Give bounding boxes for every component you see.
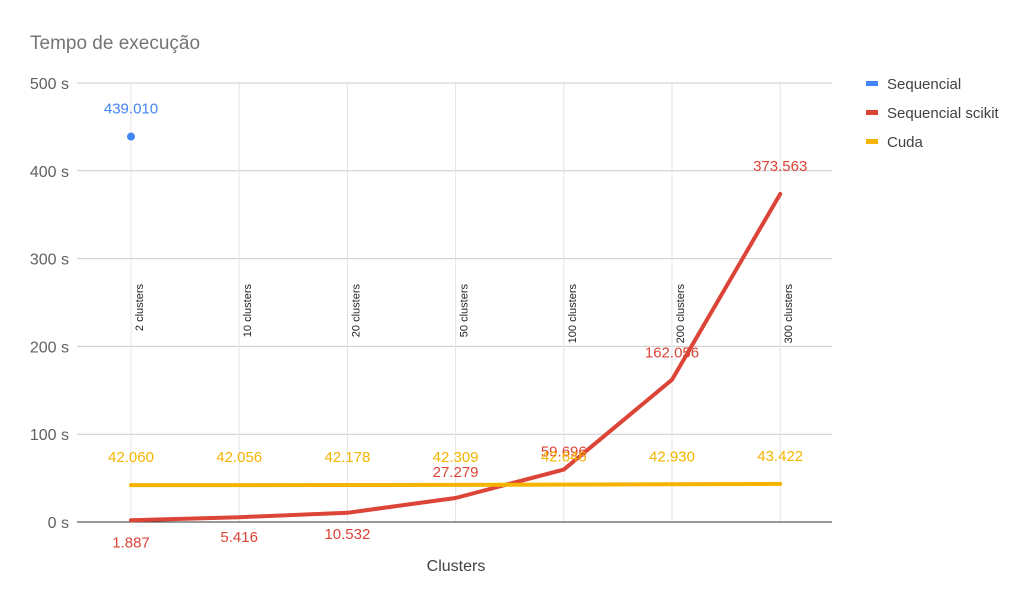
data-label-sequencial-scikit: 373.563 — [753, 158, 807, 175]
legend-swatch — [866, 139, 878, 144]
data-label-sequencial-scikit: 27.279 — [433, 464, 479, 481]
y-tick-label: 0 s — [48, 515, 69, 532]
grid — [77, 82, 832, 522]
y-tick-label: 100 s — [30, 427, 69, 444]
data-label-sequencial-scikit: 10.532 — [324, 526, 370, 543]
data-label-cuda: 42.646 — [541, 449, 587, 466]
data-label-sequencial-scikit: 162.056 — [645, 345, 699, 362]
data-label-cuda: 42.056 — [216, 449, 262, 466]
series — [127, 132, 783, 523]
y-axis-ticks: 0 s 100 s 200 s 300 s 400 s 500 s — [30, 76, 69, 532]
y-tick-label: 400 s — [30, 164, 69, 181]
x-category-label: 10 clusters — [242, 284, 254, 338]
data-label-cuda: 42.309 — [433, 449, 479, 466]
x-category-label: 200 clusters — [675, 284, 687, 344]
series-line-sequencial-scikit — [129, 192, 783, 523]
series-line-cuda — [129, 481, 783, 488]
legend-item-label[interactable]: Cuda — [887, 134, 924, 151]
legend[interactable]: Sequencial Sequencial scikit Cuda — [866, 76, 1000, 151]
data-labels: 439.010 1.887 5.416 10.532 27.279 59.696 162.0… — [104, 101, 807, 552]
data-label-sequencial-scikit: 59.696 — [541, 444, 587, 461]
y-tick-label: 500 s — [30, 76, 69, 93]
data-point-sequencial — [127, 132, 135, 141]
data-label-sequencial: 439.010 — [104, 101, 158, 118]
x-category-label: 50 clusters — [459, 284, 471, 338]
x-axis-label: Clusters — [427, 558, 486, 575]
data-label-cuda: 42.930 — [649, 448, 695, 465]
data-label-sequencial-scikit: 5.416 — [220, 529, 258, 546]
x-category-label: 100 clusters — [567, 284, 579, 344]
x-category-label: 300 clusters — [783, 284, 795, 344]
data-label-cuda: 42.060 — [108, 449, 154, 466]
x-category-label: 2 clusters — [134, 284, 146, 332]
legend-item-label[interactable]: Sequencial — [887, 76, 961, 93]
y-tick-label: 300 s — [30, 252, 69, 269]
x-axis-categories: 2 clusters 10 clusters 20 clusters 50 clust… — [134, 284, 795, 344]
chart-title: Tempo de execução — [30, 33, 200, 54]
legend-item-label[interactable]: Sequencial scikit — [887, 105, 1000, 122]
x-category-label: 20 clusters — [350, 284, 362, 338]
y-tick-label: 200 s — [30, 339, 69, 356]
data-label-cuda: 42.178 — [324, 449, 370, 466]
legend-swatch — [866, 110, 878, 115]
data-label-sequencial-scikit: 1.887 — [112, 534, 150, 551]
legend-swatch — [866, 81, 878, 86]
data-label-cuda: 43.422 — [757, 448, 803, 465]
